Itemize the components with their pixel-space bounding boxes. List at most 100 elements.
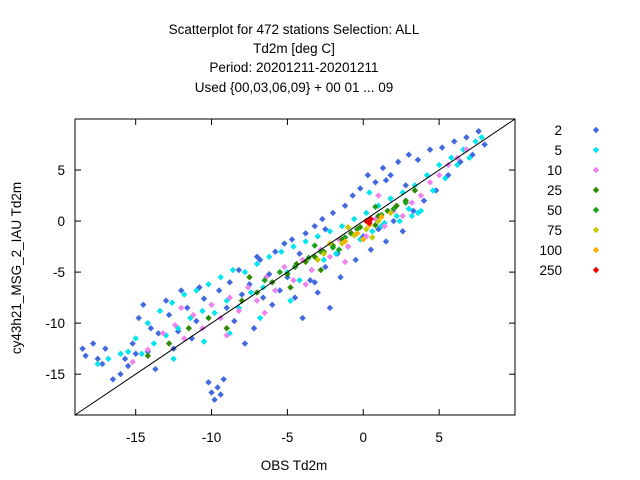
data-point-series-10	[178, 304, 185, 312]
plot-frame	[74, 118, 516, 416]
chart-subtitle-used: Used {00,03,06,09} + 00 01 ... 09	[195, 80, 394, 95]
data-point-series-50	[261, 277, 268, 284]
data-points	[79, 128, 488, 403]
data-point-series-2	[231, 317, 238, 325]
data-point-series-10	[290, 277, 297, 284]
chart-subtitle-period: Period: 20201211-20201211	[209, 60, 378, 75]
data-point-series-50	[402, 199, 409, 206]
data-point-series-10	[399, 212, 406, 220]
legend-label-10: 10	[547, 163, 562, 178]
data-point-series-50	[354, 226, 361, 233]
data-point-series-10	[302, 281, 309, 288]
diagonal-line	[74, 118, 516, 416]
chart-title-block: Scatterplot for 472 stations Selection: …	[169, 22, 420, 95]
y-axis-label: cy43h21_MSG_2_IAU Td2m	[9, 182, 24, 354]
data-point-series-75	[344, 223, 352, 231]
data-point-series-2	[147, 325, 155, 332]
chart-title: Scatterplot for 472 stations Selection: …	[169, 22, 420, 37]
data-point-series-100	[378, 213, 385, 221]
data-point-series-2	[117, 370, 124, 378]
data-point-series-2	[337, 274, 344, 281]
x-tick-label: 0	[360, 430, 368, 445]
data-point-series-2	[322, 226, 329, 233]
y-tick-label: -5	[53, 265, 65, 280]
legend-label-2: 2	[554, 123, 562, 138]
data-point-series-25	[411, 187, 419, 194]
data-point-series-2	[319, 215, 326, 223]
data-point-series-5	[396, 217, 403, 225]
data-point-series-2	[132, 350, 139, 357]
data-point-series-75	[363, 226, 370, 233]
x-tick-label: -5	[281, 430, 293, 445]
data-point-series-10	[375, 192, 382, 199]
data-point-series-5	[387, 195, 394, 202]
data-point-series-5	[369, 228, 376, 235]
data-point-series-2	[311, 222, 318, 230]
data-point-series-5	[414, 209, 422, 217]
data-point-series-2	[299, 314, 306, 322]
data-point-series-10	[281, 263, 288, 271]
data-point-series-5	[466, 154, 473, 161]
legend-marker-75	[592, 226, 600, 234]
data-point-series-5	[278, 248, 285, 255]
data-point-series-5	[429, 187, 437, 194]
data-point-series-100	[354, 230, 361, 237]
data-point-series-2	[402, 182, 409, 189]
legend-label-75: 75	[547, 223, 562, 238]
data-point-series-2	[205, 379, 212, 386]
data-point-series-2	[322, 263, 329, 271]
legend-label-250: 250	[539, 263, 562, 278]
data-point-series-2	[420, 197, 428, 204]
data-point-series-25	[338, 236, 346, 243]
data-point-series-10	[223, 332, 230, 339]
data-point-series-75	[338, 240, 346, 247]
data-point-series-2	[135, 314, 142, 322]
data-point-series-2	[349, 192, 356, 199]
data-point-series-10	[426, 179, 434, 186]
data-point-series-5	[366, 189, 373, 196]
data-point-series-5	[472, 138, 479, 145]
data-point-series-2	[256, 256, 264, 264]
data-point-series-100	[341, 238, 349, 245]
data-point-series-5	[302, 238, 309, 245]
data-point-series-2	[94, 355, 101, 363]
data-point-series-2	[109, 376, 117, 383]
data-point-series-2	[102, 345, 109, 352]
data-point-series-10	[326, 253, 334, 260]
y-tick-label: -10	[45, 316, 65, 331]
data-point-series-5	[448, 154, 455, 161]
data-point-series-2	[399, 228, 406, 235]
legend-label-100: 100	[539, 243, 562, 258]
data-point-series-5	[350, 215, 358, 223]
data-point-series-5	[290, 243, 297, 250]
data-point-series-2	[211, 396, 218, 403]
data-point-series-2	[208, 389, 215, 396]
data-point-series-2	[410, 207, 417, 215]
data-point-series-5	[205, 281, 212, 288]
data-point-series-5	[124, 348, 132, 355]
data-point-series-2	[223, 304, 230, 312]
data-point-series-2	[414, 156, 422, 164]
data-point-series-2	[352, 256, 359, 264]
data-point-series-2	[306, 277, 314, 284]
x-tick-label: -15	[126, 430, 146, 445]
data-point-series-5	[326, 228, 334, 235]
x-axis-label: OBS Td2m	[261, 458, 328, 473]
data-point-series-5	[241, 268, 249, 276]
data-point-series-2	[281, 240, 288, 247]
data-point-series-5	[423, 171, 431, 179]
legend-marker-10	[592, 166, 600, 174]
data-point-series-10	[381, 222, 388, 230]
data-point-series-2	[250, 325, 258, 332]
data-point-series-250	[363, 217, 370, 225]
data-point-series-5	[442, 175, 449, 182]
data-point-series-25	[284, 270, 291, 278]
data-point-series-5	[200, 338, 208, 345]
data-point-series-2	[99, 360, 106, 368]
data-point-series-50	[390, 205, 397, 213]
data-point-series-2	[246, 281, 253, 288]
data-point-series-10	[171, 321, 179, 329]
data-point-series-2	[200, 295, 208, 302]
